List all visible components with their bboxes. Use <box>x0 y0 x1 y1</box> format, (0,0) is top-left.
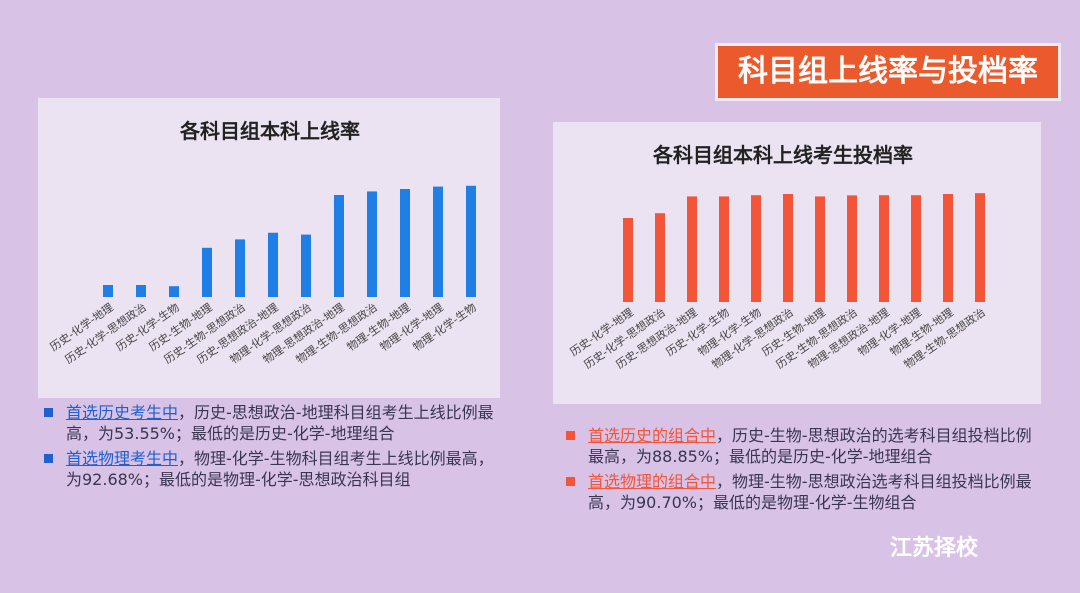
bullet-dot <box>44 454 53 463</box>
bar <box>623 218 633 302</box>
bar <box>334 195 344 297</box>
notes-left: 首选历史考生中，历史-思想政治-地理科目组考生上线比例最高，为53.55%；最低… <box>40 402 500 494</box>
note-lead: 首选历史的组合中 <box>588 426 717 445</box>
watermark: 江苏择校 <box>890 536 979 561</box>
note-lead: 首选历史考生中 <box>66 403 179 422</box>
chart-title: 各科目组本科上线率 <box>179 119 360 143</box>
bar <box>879 195 889 302</box>
bullet-dot <box>566 431 575 440</box>
slide-title: 科目组上线率与投档率 <box>718 46 1058 98</box>
note: 首选物理的组合中，物理-生物-思想政治选考科目组投档比例最高，为90.70%；最… <box>562 471 1032 513</box>
bar <box>815 196 825 302</box>
chart: 各科目组本科上线率历史-化学-地理历史-化学-思想政治历史-化学-生物历史-生物… <box>47 119 479 366</box>
bar <box>943 194 953 302</box>
bar <box>202 247 212 297</box>
bar <box>911 195 921 302</box>
notes-right: 首选历史的组合中，历史-生物-思想政治的选考科目组投档比例最高，为88.85%；… <box>562 425 1032 517</box>
note-text: ，历史-生物-思想政治的选考科目组投档比例最高，为88.85%；最低的是历史-化… <box>588 426 1032 466</box>
bar <box>466 185 476 297</box>
bullet-dot <box>566 477 575 486</box>
bar <box>687 196 697 302</box>
bar <box>433 186 443 297</box>
bar <box>301 234 311 297</box>
note-text: ，物理-生物-思想政治选考科目组投档比例最高，为90.70%；最低的是物理-化学… <box>588 472 1032 512</box>
note: 首选历史考生中，历史-思想政治-地理科目组考生上线比例最高，为53.55%；最低… <box>40 402 500 444</box>
bar <box>719 196 729 302</box>
bar <box>103 285 113 297</box>
bar <box>235 239 245 297</box>
note: 首选历史的组合中，历史-生物-思想政治的选考科目组投档比例最高，为88.85%；… <box>562 425 1032 467</box>
chart: 各科目组本科上线考生投档率历史-化学-地理历史-化学-思想政治历史-思想政治-地… <box>567 143 988 371</box>
bullet-dot <box>44 408 53 417</box>
bar <box>783 194 793 302</box>
note-lead: 首选物理的组合中 <box>588 472 717 491</box>
bar <box>655 213 665 302</box>
bar <box>169 286 179 297</box>
bar <box>400 189 410 297</box>
right-panel <box>553 122 1041 404</box>
bar <box>367 191 377 297</box>
note: 首选物理考生中，物理-化学-生物科目组考生上线比例最高，为92.68%；最低的是… <box>40 448 500 490</box>
bar <box>136 285 146 297</box>
bar <box>847 195 857 302</box>
note-lead: 首选物理考生中 <box>66 449 179 468</box>
note-text: ，历史-思想政治-地理科目组考生上线比例最高，为53.55%；最低的是历史-化学… <box>66 403 494 443</box>
bar <box>751 195 761 302</box>
bar <box>268 232 278 297</box>
note-text: ，物理-化学-生物科目组考生上线比例最高，为92.68%；最低的是物理-化学-思… <box>66 449 494 489</box>
chart-title: 各科目组本科上线考生投档率 <box>652 143 913 167</box>
bar <box>975 193 985 302</box>
